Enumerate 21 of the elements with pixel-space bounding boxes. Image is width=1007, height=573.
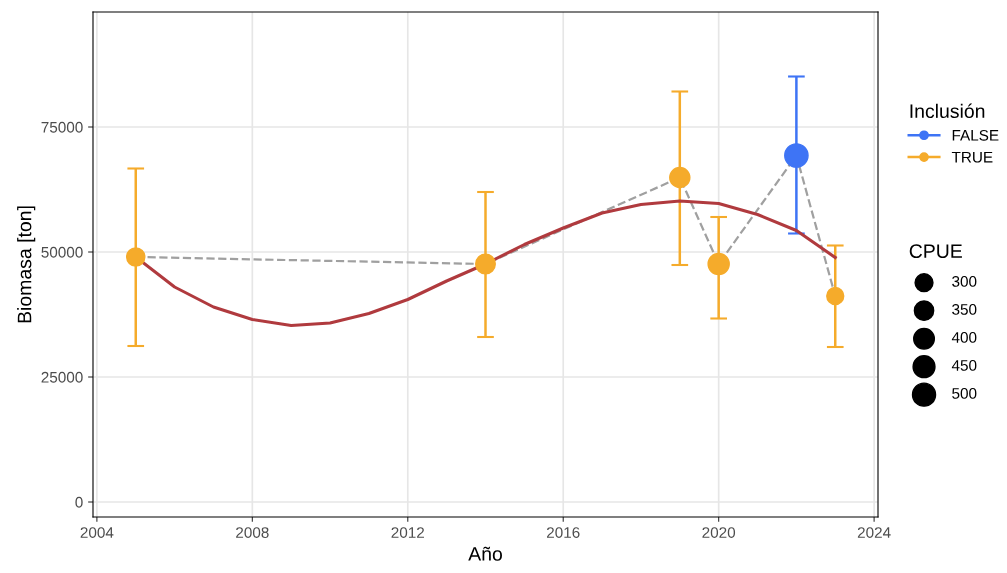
y-tick-label: 50000 bbox=[41, 246, 83, 258]
x-tick-label: 2012 bbox=[391, 527, 425, 538]
legend-label: FALSE bbox=[952, 129, 999, 141]
legend-label: 500 bbox=[952, 388, 977, 399]
x-axis-title: Año bbox=[468, 546, 502, 561]
legend-label: 300 bbox=[952, 276, 977, 287]
x-tick-label: 2008 bbox=[236, 527, 269, 538]
legend-label: TRUE bbox=[951, 151, 993, 163]
y-tick-label: 0 bbox=[75, 496, 83, 508]
text: CPUE bbox=[909, 244, 962, 259]
legend-label: 350 bbox=[952, 304, 977, 315]
x-tick-label: 2020 bbox=[702, 527, 736, 538]
y-tick-label: 25000 bbox=[41, 371, 83, 383]
y-axis-title: Biomasa [ton] bbox=[17, 206, 36, 323]
legend-label: 450 bbox=[951, 360, 977, 371]
x-tick-label: 2016 bbox=[547, 527, 580, 538]
text: Inclusión bbox=[910, 103, 985, 119]
legend-label: 400 bbox=[951, 332, 977, 343]
y-tick-label: 75000 bbox=[41, 121, 83, 133]
x-tick-label: 2024 bbox=[857, 527, 891, 538]
x-tick-label: 2004 bbox=[80, 527, 114, 538]
